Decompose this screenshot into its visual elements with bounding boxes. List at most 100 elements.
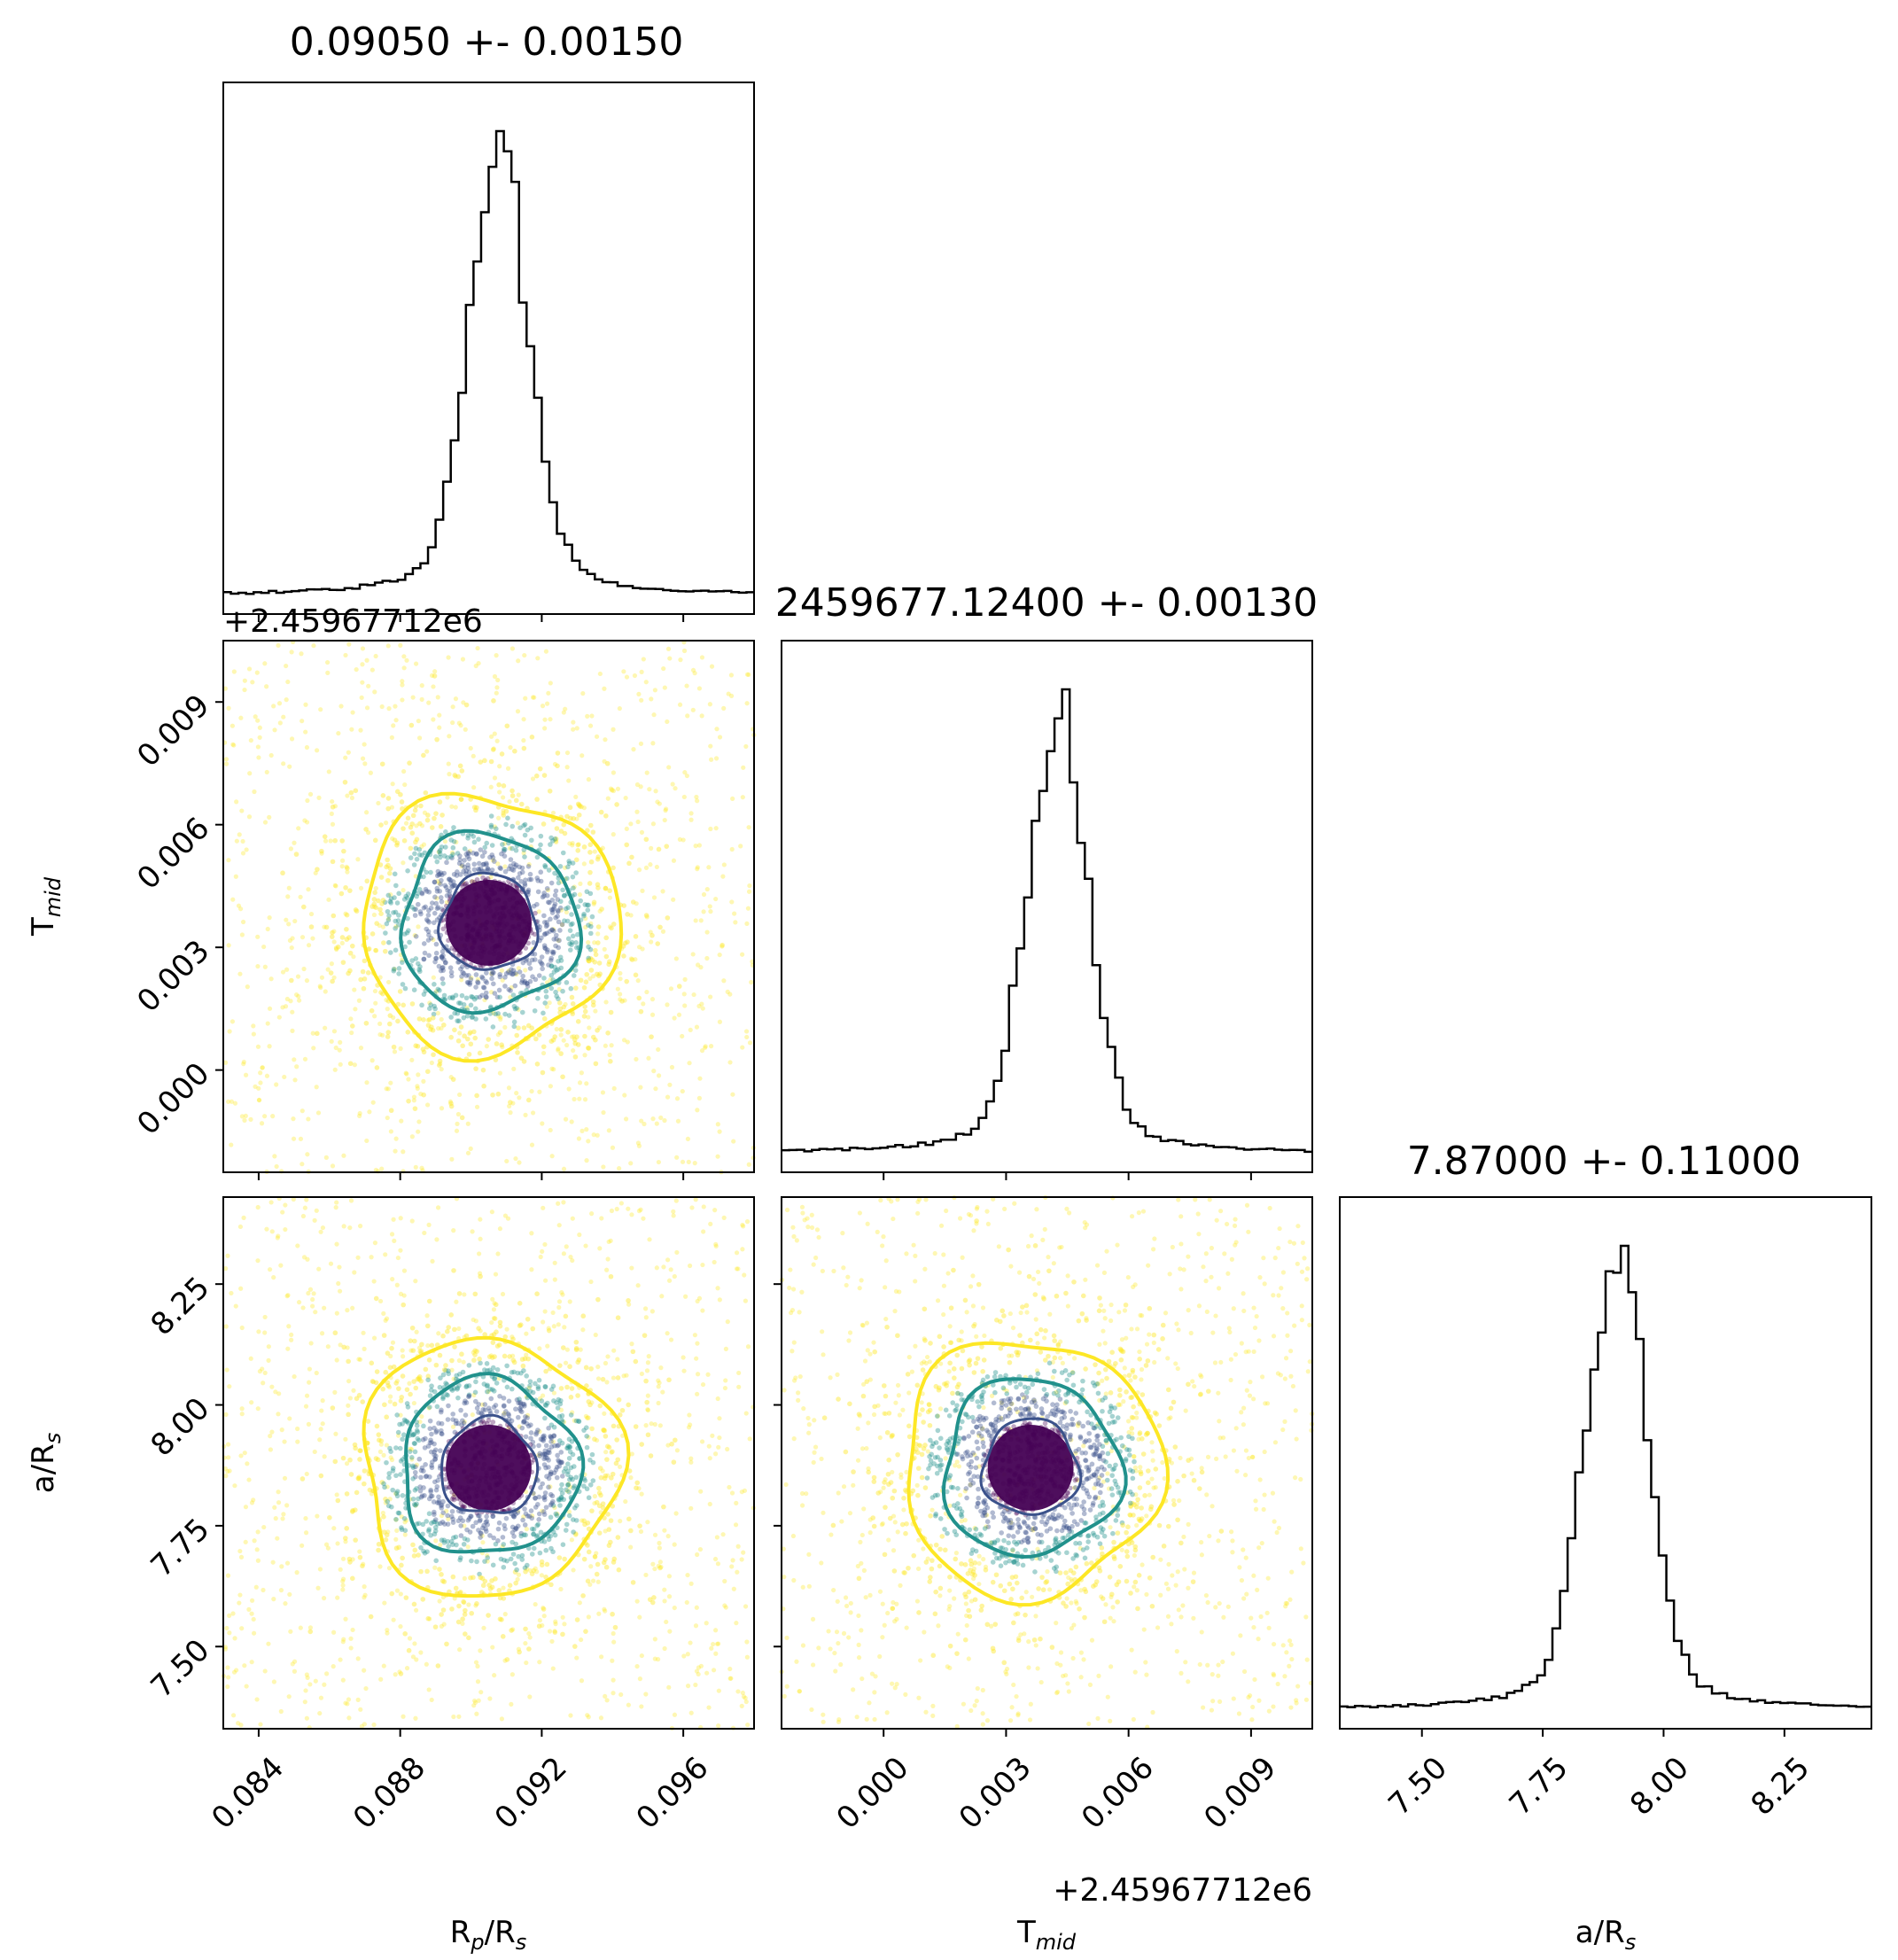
scatter-point (645, 1360, 651, 1365)
scatter-point (376, 1541, 382, 1547)
scatter-point (399, 1514, 404, 1520)
scatter-point (486, 1367, 493, 1373)
scatter-point (740, 795, 745, 800)
scatter-point (504, 1657, 510, 1662)
scatter-point (700, 1308, 705, 1313)
scatter-point (482, 844, 488, 851)
scatter-point (659, 1294, 665, 1299)
scatter-point (412, 1106, 418, 1111)
scatter-point (282, 1475, 288, 1481)
scatter-point (617, 1464, 623, 1469)
scatter-point (584, 971, 590, 977)
scatter-point (594, 1499, 600, 1505)
scatter-point (603, 1528, 608, 1534)
scatter-point (419, 890, 425, 896)
scatter-point (570, 1410, 575, 1415)
scatter-point (265, 1021, 270, 1026)
scatter-point (493, 1403, 499, 1408)
scatter-point (271, 704, 276, 709)
scatter-point (1199, 1552, 1204, 1558)
scatter-point (253, 1584, 259, 1590)
scatter-point (225, 1442, 231, 1447)
scatter-point (330, 1163, 336, 1169)
scatter-point (444, 1508, 449, 1513)
scatter-point (741, 765, 746, 770)
scatter-point (556, 1438, 563, 1443)
scatter-point (575, 1393, 580, 1398)
scatter-point (503, 808, 510, 814)
scatter-point (580, 1327, 586, 1333)
scatter-point (734, 1621, 739, 1626)
scatter-point (1129, 1647, 1134, 1653)
scatter-point (437, 881, 442, 886)
scatter-point (508, 1556, 514, 1562)
scatter-point (517, 1399, 524, 1405)
scatter-point (595, 924, 602, 929)
scatter-point (838, 1661, 844, 1668)
scatter-point (413, 1385, 419, 1391)
scatter-point (1149, 1440, 1155, 1445)
scatter-point (433, 950, 439, 956)
scatter-point (550, 1666, 556, 1671)
scatter-point (556, 1304, 562, 1311)
scatter-point (731, 1139, 736, 1144)
scatter-point (654, 1121, 659, 1126)
scatter-point (337, 1288, 343, 1294)
scatter-point (438, 1521, 443, 1527)
scatter-point (474, 1093, 479, 1099)
scatter-point (704, 929, 710, 935)
scatter-point (465, 865, 471, 871)
scatter-point (462, 1292, 467, 1297)
scatter-point (477, 1513, 482, 1519)
scatter-point (484, 840, 490, 846)
scatter-point (436, 1420, 441, 1427)
scatter-point (516, 1646, 521, 1652)
scatter-point (333, 883, 338, 889)
scatter-point (308, 924, 315, 929)
scatter-point (1210, 1330, 1216, 1335)
scatter-point (681, 992, 687, 997)
scatter-point (618, 1519, 623, 1524)
scatter-point (941, 1381, 947, 1387)
scatter-point (557, 1363, 563, 1368)
scatter-point (606, 1128, 611, 1133)
scatter-point (650, 1309, 655, 1314)
scatter-point (521, 1514, 526, 1520)
scatter-point (254, 1547, 260, 1552)
scatter-point (313, 1310, 318, 1315)
scatter-point (392, 871, 398, 877)
scatter-point (302, 1699, 307, 1705)
scatter-point (551, 1067, 556, 1072)
scatter-point (325, 1344, 331, 1349)
scatter-point (419, 844, 424, 850)
scatter-point (284, 1503, 290, 1508)
scatter-point (594, 734, 600, 739)
scatter-point (276, 1015, 282, 1020)
scatter-point (439, 976, 446, 982)
scatter-point (532, 1007, 538, 1014)
scatter-point (739, 1557, 744, 1562)
scatter-point (1054, 1621, 1059, 1626)
scatter-point (469, 1610, 474, 1616)
scatter-point (490, 1513, 496, 1520)
scatter-point (585, 1520, 591, 1526)
scatter-point (390, 1340, 396, 1345)
scatter-point (343, 911, 348, 916)
scatter-point (1125, 1274, 1131, 1280)
scatter-point (439, 906, 445, 912)
scatter-point (334, 1311, 339, 1316)
scatter-point (586, 1015, 591, 1020)
scatter-point (528, 1508, 534, 1513)
contour-line (404, 1372, 586, 1554)
scatter-point (423, 1462, 428, 1467)
scatter-point (828, 1646, 833, 1652)
scatter-point (642, 1306, 649, 1311)
scatter-point (556, 996, 561, 1002)
scatter-point (741, 1550, 746, 1555)
scatter-point (989, 1393, 995, 1398)
scatter-point (600, 1501, 606, 1506)
scatter-point (379, 761, 385, 767)
scatter-point (462, 1599, 467, 1606)
scatter-point (626, 1468, 633, 1474)
scatter-point (672, 1437, 678, 1443)
